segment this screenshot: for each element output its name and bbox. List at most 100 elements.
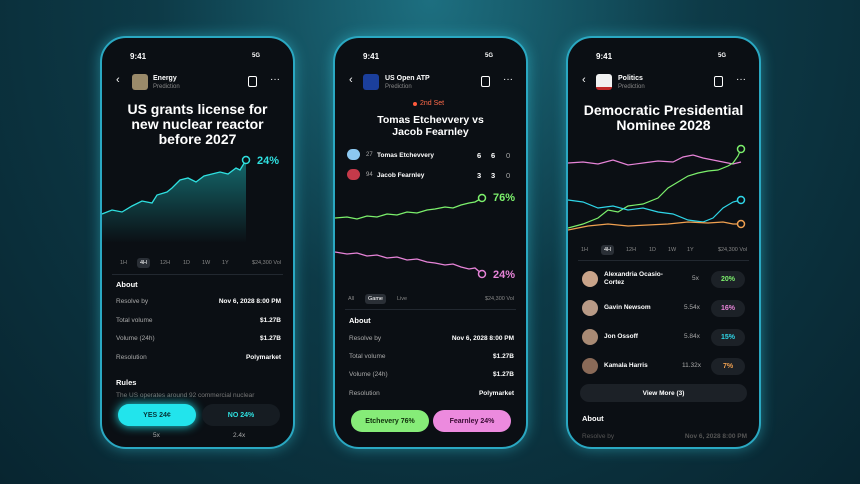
category: Energy	[153, 75, 177, 82]
back-button[interactable]: ‹	[116, 74, 120, 86]
rules-heading: Rules	[116, 378, 137, 387]
category-icon	[596, 74, 612, 90]
candidate-chance[interactable]: 7%	[711, 358, 745, 375]
status-time: 9:41	[130, 52, 147, 61]
set-label: 2nd Set	[420, 100, 445, 107]
row-value: Polymarket	[245, 354, 281, 361]
tab[interactable]: 1D	[649, 247, 657, 253]
status-network: 5G	[718, 53, 727, 59]
price-chart	[102, 155, 251, 243]
live-dot	[413, 102, 417, 106]
yes-button[interactable]: YES 24¢	[118, 404, 196, 426]
score: 6	[477, 151, 482, 160]
row-label: Resolve by	[582, 433, 615, 440]
chance: 76%	[493, 192, 516, 204]
status-time: 9:41	[363, 52, 380, 61]
about-heading: About	[349, 316, 371, 325]
tab[interactable]: 12H	[626, 247, 637, 253]
phone: 9:41 5G ‹ Energy Prediction ··· US grant…	[100, 36, 295, 449]
about-heading: About	[582, 414, 604, 423]
score: 3	[491, 171, 496, 180]
row-value: Nov 6, 2028 8:00 PM	[451, 335, 514, 342]
tab[interactable]: All	[348, 296, 355, 302]
tab[interactable]: 1Y	[687, 247, 694, 253]
volume: $24,300 Vol	[717, 247, 747, 253]
subtitle: Prediction	[618, 84, 645, 90]
tab[interactable]: 1W	[668, 247, 677, 253]
candidate-name: Kamala Harris	[604, 362, 648, 369]
share-icon[interactable]	[248, 76, 257, 87]
tab[interactable]: 1Y	[222, 260, 229, 266]
row-value: $1.27B	[260, 335, 281, 342]
more-icon[interactable]: ···	[270, 74, 280, 85]
volume: $24,300 Vol	[251, 260, 281, 266]
avatar	[582, 358, 598, 374]
subtitle: Prediction	[153, 84, 180, 90]
tab[interactable]: 12H	[160, 260, 171, 266]
row-label: Resolution	[116, 354, 147, 361]
score: 3	[477, 171, 482, 180]
candidate-name: Alexandria Ocasio-Cortez	[604, 271, 663, 286]
row-value: $1.27B	[260, 317, 281, 324]
divider	[112, 274, 283, 275]
price-chart	[568, 144, 746, 231]
tab[interactable]: Game	[365, 294, 386, 304]
avatar	[582, 329, 598, 345]
title: Tomas Etchevvery vs Jacob Fearnley	[377, 114, 484, 138]
player-rank: 27	[366, 152, 373, 158]
title: US grants license for new nuclear reacto…	[127, 101, 268, 147]
view-more-button[interactable]: View More (3)	[580, 384, 747, 402]
row-value: $1.27B	[493, 353, 514, 360]
back-button[interactable]: ‹	[582, 74, 586, 86]
price-chart	[335, 193, 487, 279]
category-icon	[363, 74, 379, 90]
status-time: 9:41	[596, 52, 613, 61]
multiplier: 5x	[692, 275, 699, 282]
title: Democratic Presidential Nominee 2028	[583, 102, 744, 133]
row-value: Nov 6, 2028 8:00 PM	[684, 433, 747, 440]
candidate-chance[interactable]: 20%	[711, 271, 745, 288]
player-rank: 94	[366, 172, 373, 178]
multiplier: 5.54x	[684, 304, 700, 311]
candidate-chance[interactable]: 16%	[711, 300, 745, 317]
player-name: Jacob Fearnley	[377, 172, 425, 179]
share-icon[interactable]	[481, 76, 490, 87]
multiplier: 11.32x	[682, 362, 702, 369]
row-label: Resolve by	[349, 335, 382, 342]
row-value: Polymarket	[478, 390, 514, 397]
category: US Open ATP	[385, 75, 430, 82]
multiplier: 2.4x	[233, 432, 246, 439]
score: 0	[506, 151, 511, 160]
tab[interactable]: Live	[397, 296, 408, 302]
subtitle: Prediction	[385, 84, 412, 90]
row-label: Volume (24h)	[116, 335, 155, 342]
tab[interactable]: 1D	[183, 260, 191, 266]
share-icon[interactable]	[714, 76, 723, 87]
more-icon[interactable]: ···	[736, 74, 746, 85]
tab[interactable]: 4H	[137, 258, 151, 268]
candidate-name: Gavin Newsom	[604, 304, 651, 311]
avatar	[582, 300, 598, 316]
more-icon[interactable]: ···	[503, 74, 513, 85]
tab[interactable]: 4H	[601, 245, 615, 255]
category-icon	[132, 74, 148, 90]
rules-text: The US operates around 92 commercial nuc…	[116, 392, 255, 399]
status-network: 5G	[252, 53, 261, 59]
category: Politics	[618, 75, 643, 82]
candidate-chance[interactable]: 15%	[711, 329, 745, 346]
player-button[interactable]: Etchevery 76%	[351, 410, 429, 432]
back-button[interactable]: ‹	[349, 74, 353, 86]
tab[interactable]: 1H	[120, 260, 128, 266]
row-label: Total volume	[349, 353, 386, 360]
flag	[347, 169, 360, 180]
no-button[interactable]: NO 24%	[202, 404, 280, 426]
tab[interactable]: 1H	[581, 247, 589, 253]
tab[interactable]: 1W	[202, 260, 211, 266]
score: 6	[491, 151, 496, 160]
score: 0	[506, 171, 511, 180]
phone: 9:41 5G ‹ Politics Prediction ··· Democr…	[566, 36, 761, 449]
player-button[interactable]: Fearnley 24%	[433, 410, 511, 432]
divider	[578, 260, 749, 261]
multiplier: 5x	[153, 432, 160, 439]
